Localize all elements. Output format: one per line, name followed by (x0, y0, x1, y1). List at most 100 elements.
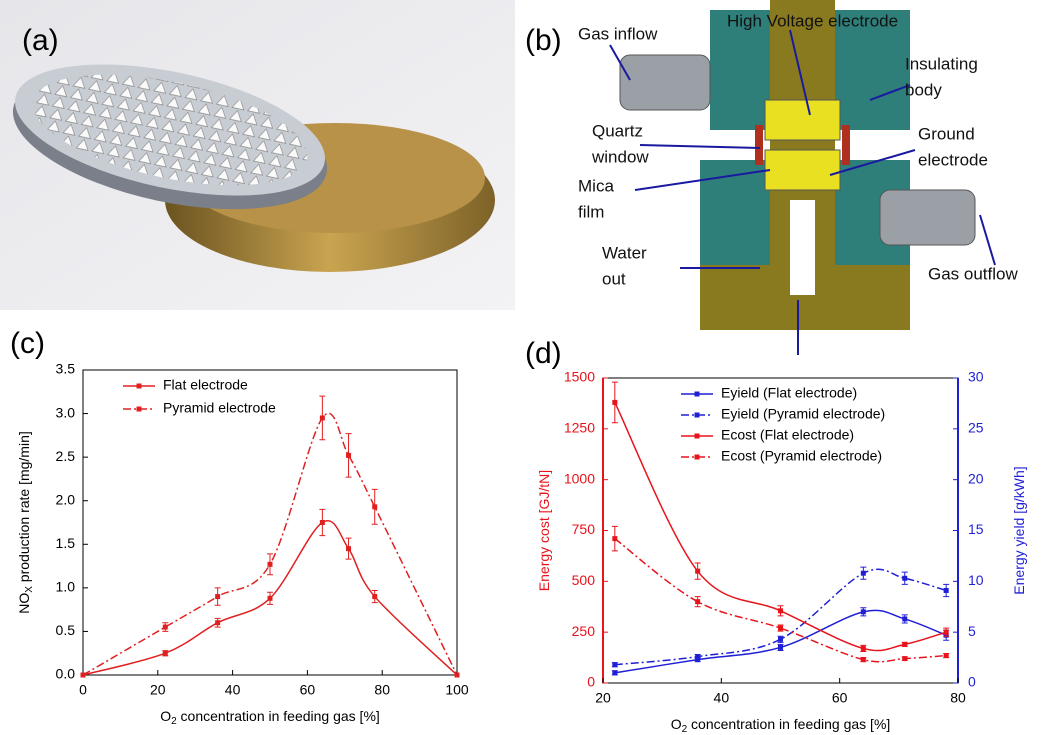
legend-label: Ecost (Flat electrode) (721, 427, 854, 443)
y-tick-label: 3.0 (56, 404, 76, 420)
marker (944, 630, 949, 635)
marker (215, 620, 220, 625)
x-tick-label: 20 (595, 690, 611, 706)
x-tick-label: 0 (79, 682, 87, 698)
legend-marker (137, 407, 142, 412)
diagram-label: body (905, 80, 942, 99)
marker (268, 562, 273, 567)
marker (861, 609, 866, 614)
marker (861, 646, 866, 651)
y2-tick-label: 30 (968, 369, 984, 385)
x-tick-label: 100 (445, 682, 469, 698)
diagram-label: Quartz (592, 121, 643, 140)
axis-label-part: concentration in feeding gas [%] (177, 708, 380, 724)
y-tick-label: 500 (572, 572, 596, 588)
marker (612, 662, 617, 667)
marker (695, 599, 700, 604)
diagram-label: High Voltage electrode (727, 11, 898, 30)
y-tick-label: 0 (587, 674, 595, 690)
marker (455, 673, 460, 678)
figure: Gas inflow High Voltage electrode Insulati… (0, 0, 1048, 735)
y-tick-label: 2.5 (56, 448, 76, 464)
marker (944, 653, 949, 658)
series-line (83, 413, 457, 675)
y-tick-label: 3.5 (56, 361, 76, 377)
marker (372, 504, 377, 509)
legend-marker (695, 434, 700, 439)
marker (778, 608, 783, 613)
x-tick-label: 40 (714, 690, 730, 706)
y-tick-label: 0.0 (56, 666, 76, 682)
x-tick-label: 80 (950, 690, 966, 706)
panel-label: (d) (525, 337, 562, 370)
diagram-label: Mica (578, 176, 614, 195)
marker (902, 656, 907, 661)
marker (861, 571, 866, 576)
diagram-label: Ground (918, 124, 975, 143)
marker (215, 594, 220, 599)
marker (163, 651, 168, 656)
marker (268, 596, 273, 601)
y-tick-label: 750 (572, 521, 596, 537)
legend-label: Flat electrode (163, 377, 248, 393)
marker (163, 625, 168, 630)
marker (320, 520, 325, 525)
marker (695, 569, 700, 574)
marker (695, 654, 700, 659)
y-tick-label: 1.5 (56, 535, 76, 551)
y2-tick-label: 10 (968, 572, 984, 588)
marker (346, 546, 351, 551)
marker (902, 576, 907, 581)
y2-tick-label: 20 (968, 470, 984, 486)
plot-frame (83, 370, 457, 675)
legend-label: Ecost (Pyramid electrode) (721, 448, 882, 464)
diagram-label: Water (602, 243, 647, 262)
reactor-diagram (610, 0, 995, 355)
panel-label: (c) (10, 327, 45, 360)
legend-label: Pyramid electrode (163, 400, 276, 416)
x-tick-label: 60 (300, 682, 316, 698)
legend-marker (137, 384, 142, 389)
marker (612, 400, 617, 405)
y2-tick-label: 0 (968, 674, 976, 690)
panel-label: (b) (525, 24, 562, 57)
y-tick-label: 2.0 (56, 491, 76, 507)
y2-tick-label: 15 (968, 521, 984, 537)
legend-label: Eyield (Pyramid electrode) (721, 406, 885, 422)
panel-label: (a) (22, 24, 59, 57)
axis-label-part: Energy cost [GJ/tN] (536, 470, 552, 591)
y-tick-label: 1000 (564, 470, 595, 486)
legend-marker (695, 455, 700, 460)
legend-marker (695, 392, 700, 397)
x-tick-label: 40 (225, 682, 241, 698)
marker (902, 616, 907, 621)
y-tick-label: 250 (572, 623, 596, 639)
y-tick-label: 1250 (564, 420, 595, 436)
marker (320, 415, 325, 420)
marker (778, 637, 783, 642)
y-tick-label: 1500 (564, 369, 595, 385)
marker (612, 670, 617, 675)
diagram-label: window (591, 147, 649, 166)
axis-label: Energy yield [g/kWh] (1011, 466, 1027, 594)
marker (346, 453, 351, 458)
axis-label-part: O (160, 708, 171, 724)
x-tick-label: 60 (832, 690, 848, 706)
diagram-label: Gas inflow (578, 24, 658, 43)
axis-label-part: concentration in feeding gas [%] (687, 716, 890, 732)
axis-label-part: O (671, 716, 682, 732)
diagram-label: electrode (918, 150, 988, 169)
diagram-label: film (578, 202, 604, 221)
photo (0, 0, 515, 310)
axis-label: NOX production rate [mg/min] (16, 431, 35, 614)
series-line (615, 539, 946, 662)
marker (902, 642, 907, 647)
y2-tick-label: 5 (968, 623, 976, 639)
diagram-label: Insulating (905, 54, 978, 73)
marker (612, 536, 617, 541)
y2-tick-label: 25 (968, 420, 984, 436)
diagram-label: Gas outflow (928, 264, 1018, 283)
marker (778, 645, 783, 650)
marker (372, 594, 377, 599)
legend-marker (695, 413, 700, 418)
